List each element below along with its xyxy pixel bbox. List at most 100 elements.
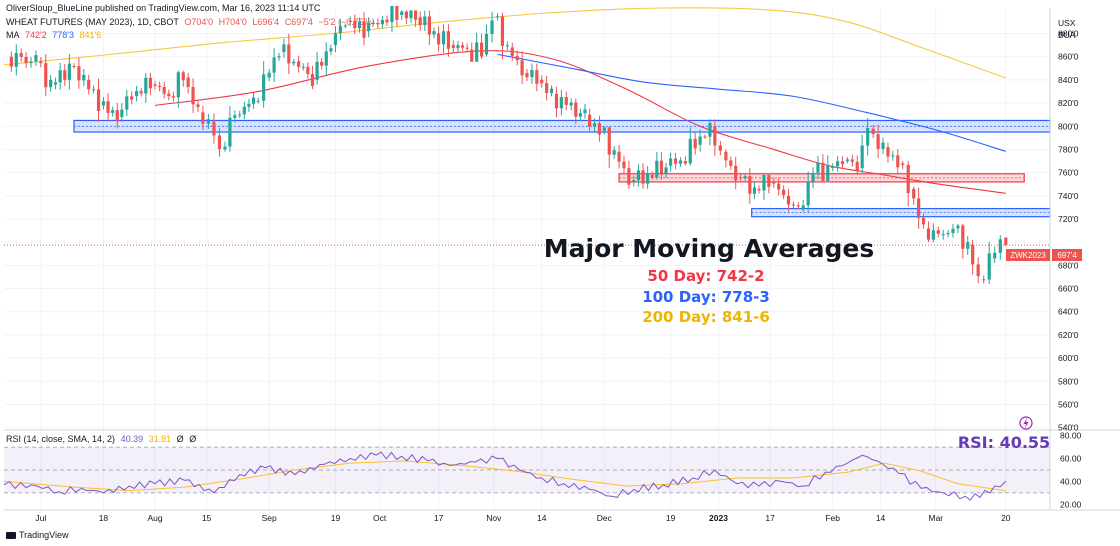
- candle-body: [612, 150, 616, 155]
- candle-body: [176, 72, 180, 98]
- candle-body: [627, 168, 631, 185]
- candle-body: [251, 97, 256, 104]
- candle-body: [669, 158, 673, 166]
- candle: [251, 92, 256, 109]
- candle: [367, 17, 371, 38]
- candle: [708, 119, 712, 146]
- candle-body: [34, 55, 38, 62]
- candle: [845, 157, 850, 164]
- candle: [703, 134, 707, 139]
- candle: [287, 33, 291, 75]
- candle-body: [693, 138, 697, 149]
- candle-body: [713, 126, 717, 146]
- candle-body: [357, 21, 362, 29]
- candle: [413, 10, 418, 28]
- candle: [617, 144, 621, 169]
- candle: [96, 78, 101, 122]
- candle: [479, 33, 484, 60]
- candle-body: [646, 173, 650, 184]
- candle: [306, 62, 310, 79]
- candle: [574, 98, 578, 124]
- candle: [423, 10, 427, 31]
- candle-body: [87, 79, 91, 90]
- candle: [811, 167, 815, 189]
- ma-label[interactable]: MA: [6, 30, 20, 40]
- candle: [632, 175, 636, 187]
- lightning-icon[interactable]: [1019, 416, 1033, 430]
- footer-brand[interactable]: TradingView: [6, 530, 69, 540]
- candle: [917, 187, 921, 229]
- candle: [724, 149, 728, 168]
- candle: [698, 129, 702, 152]
- unit-label: BUA: [1058, 30, 1076, 40]
- symbol-legend: WHEAT FUTURES (MAY 2023), 1D, CBOT O704'…: [6, 17, 378, 27]
- candle: [191, 78, 195, 114]
- candle-body: [277, 56, 281, 58]
- candle: [162, 82, 166, 99]
- candle-body: [324, 51, 328, 66]
- candle: [866, 117, 870, 156]
- candle: [446, 24, 451, 57]
- candle: [115, 102, 119, 129]
- candle: [441, 24, 446, 53]
- candle-body: [659, 160, 664, 174]
- candle: [153, 81, 157, 90]
- candle-body: [602, 127, 606, 131]
- candle: [301, 63, 305, 71]
- price-tick-label: 540'0: [1058, 423, 1079, 433]
- rsi-ma-value: 31.81: [148, 434, 172, 444]
- candle-body: [836, 161, 840, 167]
- candle: [19, 48, 23, 62]
- candle-body: [242, 106, 246, 115]
- symbol-name[interactable]: WHEAT FUTURES (MAY 2023), 1D, CBOT: [6, 17, 179, 27]
- candle: [896, 149, 900, 174]
- candle-body: [456, 45, 460, 48]
- candle-body: [451, 45, 455, 48]
- candle-body: [77, 66, 81, 81]
- candle-body: [946, 232, 950, 235]
- candle: [961, 223, 965, 259]
- candle: [987, 242, 991, 284]
- candle-body: [515, 55, 519, 61]
- candle: [39, 57, 43, 68]
- candle-body: [115, 110, 119, 122]
- candle-body: [535, 69, 539, 84]
- candle-body: [510, 47, 514, 56]
- candle-body: [655, 160, 659, 178]
- candle: [130, 91, 134, 105]
- candle-body: [292, 61, 296, 64]
- candle-body: [971, 244, 975, 265]
- candle: [826, 155, 830, 181]
- candle-body: [432, 31, 436, 35]
- candle-body: [53, 82, 58, 85]
- candle-body: [201, 112, 205, 124]
- candle-body: [1004, 237, 1008, 246]
- candle: [525, 69, 529, 82]
- candle: [44, 54, 48, 97]
- rsi-label[interactable]: RSI (14, close, SMA, 14, 2): [6, 434, 116, 444]
- candle: [781, 185, 786, 200]
- price-tick-label: 860'0: [1058, 52, 1079, 62]
- time-tick-label: 17: [434, 513, 444, 523]
- candle-body: [206, 119, 211, 124]
- candle: [49, 75, 53, 92]
- time-tick-label: Nov: [486, 513, 502, 523]
- candle: [292, 59, 296, 66]
- candle-body: [186, 77, 190, 88]
- candle-body: [636, 170, 641, 181]
- candle: [77, 57, 81, 89]
- candle-body: [998, 239, 1002, 253]
- axes: USX BUA 880'0 860'0 840'0 820'0 800'0 780'0 76…: [4, 8, 1120, 523]
- ma200-value: 841'6: [79, 30, 102, 40]
- candle-body: [39, 61, 43, 64]
- rsi-legend: RSI (14, close, SMA, 14, 2) 40.39 31.81 …: [6, 434, 199, 444]
- candle: [282, 38, 286, 58]
- candle-body: [767, 174, 771, 187]
- candle: [242, 101, 246, 120]
- candle: [767, 174, 771, 194]
- candle: [348, 16, 352, 27]
- rsi-extra-2: Ø: [189, 434, 197, 444]
- candle: [796, 202, 800, 210]
- candle: [490, 11, 494, 43]
